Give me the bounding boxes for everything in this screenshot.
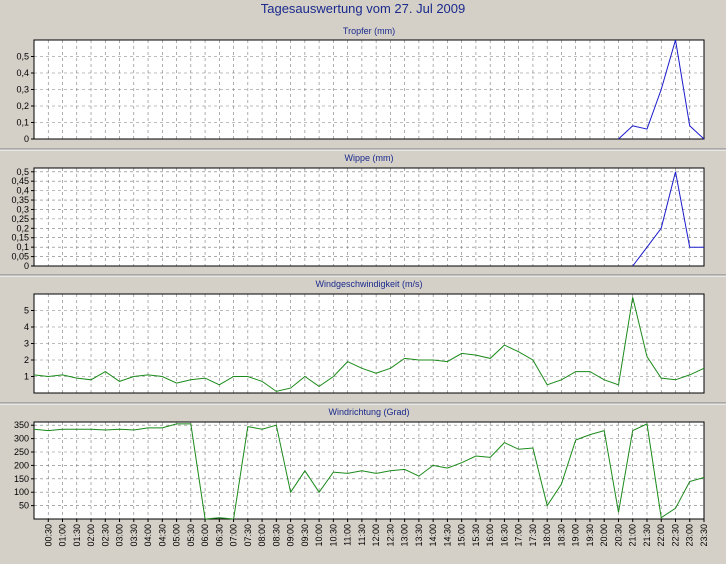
x-tick-label: 08:30 bbox=[271, 524, 281, 547]
y-tick-label: 0 bbox=[24, 261, 29, 271]
plot-area bbox=[34, 294, 704, 393]
plot-area bbox=[34, 168, 704, 266]
y-tick-label: 0,4 bbox=[16, 186, 29, 196]
x-tick-label: 17:30 bbox=[528, 524, 538, 547]
y-tick-label: 2 bbox=[24, 355, 29, 365]
y-tick-label: 0,5 bbox=[16, 167, 29, 177]
x-tick-label: 02:00 bbox=[86, 524, 96, 547]
x-tick-label: 09:30 bbox=[300, 524, 310, 547]
y-tick-label: 0,25 bbox=[11, 214, 29, 224]
x-tick-label: 11:30 bbox=[357, 524, 367, 546]
x-tick-label: 05:00 bbox=[172, 524, 182, 547]
y-tick-label: 0,1 bbox=[16, 242, 29, 252]
x-tick-label: 03:30 bbox=[129, 524, 139, 547]
x-tick-label: 07:30 bbox=[243, 524, 253, 547]
x-tick-label: 07:00 bbox=[229, 524, 239, 547]
x-tick-label: 13:00 bbox=[400, 524, 410, 547]
x-tick-label: 14:00 bbox=[428, 524, 438, 547]
y-tick-label: 0,4 bbox=[16, 68, 29, 78]
x-tick-label: 19:00 bbox=[571, 524, 581, 547]
x-tick-label: 04:30 bbox=[157, 524, 167, 547]
x-tick-label: 22:30 bbox=[670, 524, 680, 547]
x-tick-label: 23:30 bbox=[699, 524, 709, 547]
y-tick-label: 0,35 bbox=[11, 195, 29, 205]
x-tick-label: 21:30 bbox=[642, 524, 652, 547]
x-tick-label: 02:30 bbox=[100, 524, 110, 547]
y-tick-label: 0 bbox=[24, 134, 29, 144]
y-tick-label: 0,5 bbox=[16, 52, 29, 62]
x-tick-label: 01:30 bbox=[72, 524, 82, 547]
series-line bbox=[618, 39, 705, 140]
x-tick-label: 04:00 bbox=[143, 524, 153, 547]
series-line bbox=[33, 297, 705, 392]
x-tick-label: 13:30 bbox=[414, 524, 424, 547]
y-tick-label: 0,05 bbox=[11, 252, 29, 262]
x-tick-label: 17:00 bbox=[514, 524, 524, 547]
x-tick-label: 03:00 bbox=[115, 524, 125, 547]
x-tick-label: 06:00 bbox=[200, 524, 210, 547]
plot-frame bbox=[33, 421, 705, 520]
x-tick-label: 23:00 bbox=[685, 524, 695, 547]
y-tick-label: 250 bbox=[14, 447, 29, 457]
x-tick-label: 15:30 bbox=[471, 524, 481, 547]
y-tick-label: 0,15 bbox=[11, 233, 29, 243]
panel-title: Windgeschwindigkeit (m/s) bbox=[315, 279, 422, 289]
x-tick-label: 15:00 bbox=[457, 524, 467, 547]
y-tick-label: 0,2 bbox=[16, 101, 29, 111]
y-tick-label: 0,3 bbox=[16, 85, 29, 95]
y-tick-label: 4 bbox=[24, 322, 29, 332]
x-tick-label: 00:30 bbox=[43, 524, 53, 547]
x-tick-label: 18:30 bbox=[556, 524, 566, 547]
x-tick-label: 16:30 bbox=[499, 524, 509, 547]
x-tick-label: 08:00 bbox=[257, 524, 267, 547]
y-tick-label: 0,2 bbox=[16, 223, 29, 233]
page-title: Tagesauswertung vom 27. Jul 2009 bbox=[260, 1, 466, 16]
panel-title: Windrichtung (Grad) bbox=[328, 407, 409, 417]
x-tick-label: 01:00 bbox=[58, 524, 68, 547]
x-tick-label: 21:00 bbox=[628, 524, 638, 547]
y-tick-label: 50 bbox=[19, 501, 29, 511]
x-tick-label: 22:00 bbox=[656, 524, 666, 547]
plot-area bbox=[34, 40, 704, 139]
y-tick-label: 0,1 bbox=[16, 118, 29, 128]
y-tick-label: 300 bbox=[14, 434, 29, 444]
x-tick-label: 05:30 bbox=[186, 524, 196, 547]
x-tick-label: 14:30 bbox=[442, 524, 452, 547]
plot-frame bbox=[33, 167, 705, 267]
x-tick-label: 10:30 bbox=[328, 524, 338, 547]
plot-area bbox=[34, 422, 704, 519]
x-tick-label: 18:00 bbox=[542, 524, 552, 547]
x-tick-label: 10:00 bbox=[314, 524, 324, 547]
x-tick-label: 06:30 bbox=[214, 524, 224, 547]
x-tick-label: 19:30 bbox=[585, 524, 595, 547]
x-tick-label: 20:30 bbox=[613, 524, 623, 547]
y-tick-label: 150 bbox=[14, 474, 29, 484]
series-line bbox=[632, 171, 704, 267]
y-tick-label: 0,3 bbox=[16, 204, 29, 214]
x-tick-label: 09:00 bbox=[286, 524, 296, 547]
panel-title: Wippe (mm) bbox=[345, 153, 394, 163]
panel-title: Tropfer (mm) bbox=[343, 26, 395, 36]
y-tick-label: 200 bbox=[14, 460, 29, 470]
y-tick-label: 3 bbox=[24, 339, 29, 349]
x-tick-label: 16:00 bbox=[485, 524, 495, 547]
series-line bbox=[33, 423, 705, 520]
y-tick-label: 1 bbox=[24, 372, 29, 382]
plot-frame bbox=[33, 293, 705, 394]
x-tick-label: 12:00 bbox=[371, 524, 381, 547]
x-tick-label: 12:30 bbox=[385, 524, 395, 547]
plot-frame bbox=[33, 39, 705, 140]
y-tick-label: 350 bbox=[14, 420, 29, 430]
x-tick-label: 20:00 bbox=[599, 524, 609, 547]
y-tick-label: 100 bbox=[14, 487, 29, 497]
y-tick-label: 0,45 bbox=[11, 176, 29, 186]
y-tick-label: 5 bbox=[24, 306, 29, 316]
x-tick-label: 11:00 bbox=[343, 524, 353, 546]
